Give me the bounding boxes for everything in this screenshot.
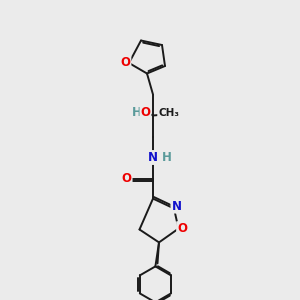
Text: O: O <box>140 106 151 119</box>
Text: O: O <box>122 172 132 185</box>
Text: O: O <box>177 222 187 235</box>
Text: O: O <box>120 56 130 70</box>
Text: N: N <box>171 200 182 213</box>
Text: N: N <box>148 151 158 164</box>
Text: H: H <box>162 151 171 164</box>
Text: CH₃: CH₃ <box>158 107 179 118</box>
Text: H: H <box>132 106 141 119</box>
